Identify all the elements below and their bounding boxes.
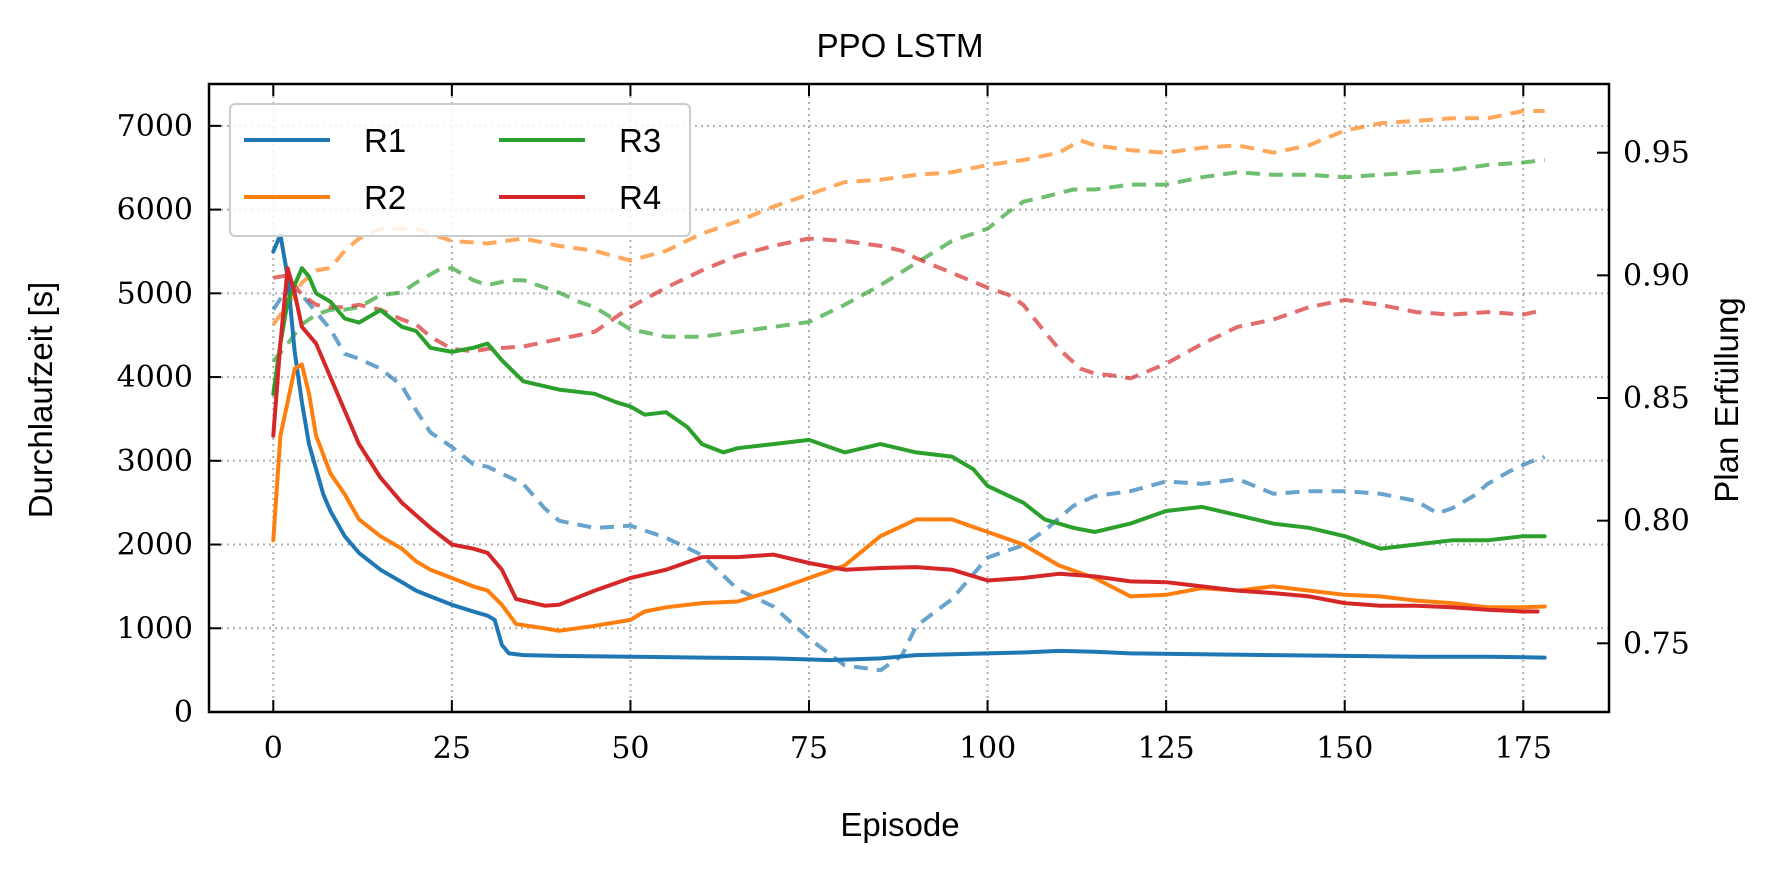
series-line-dashed-3: [271, 158, 1545, 363]
legend-label-r1: R1: [364, 122, 406, 159]
y-tick-label-right: 0.80: [1623, 504, 1690, 539]
legend-box: [229, 103, 691, 237]
y-axis-label-left: Durchlaufzeit [s]: [22, 282, 59, 519]
legend-label-r3: R3: [619, 122, 661, 159]
x-tick-label: 75: [790, 731, 828, 766]
y-tick-label-left: 5000: [117, 276, 193, 311]
y-tick-label-left: 1000: [117, 611, 193, 646]
series-line-r3: [271, 266, 1547, 551]
series-line-dashed-1: [271, 285, 1546, 673]
y-axis-label-right: Plan Erfüllung: [1708, 297, 1745, 502]
y-tick-label-left: 4000: [117, 360, 193, 395]
y-tick-label-right: 0.90: [1623, 258, 1690, 293]
legend-label-r4: R4: [619, 179, 661, 216]
x-tick-label: 100: [959, 731, 1016, 766]
y-tick-label-right: 0.95: [1623, 136, 1690, 171]
axis-ticks: 0 25 50 75 100 125 150 175 0 1000 2000 3000 4000 5000…: [117, 84, 1690, 766]
x-axis-label: Episode: [840, 806, 959, 843]
series-line-r2: [271, 362, 1547, 633]
y-tick-label-left: 0: [174, 695, 193, 730]
y-tick-label-left: 3000: [117, 444, 193, 479]
legend: R1 R2 R3 R4: [229, 103, 691, 237]
x-tick-label: 25: [433, 731, 471, 766]
y-tick-label-left: 6000: [117, 193, 193, 228]
y-tick-label-right: 0.85: [1623, 381, 1690, 416]
series-line-dashed-4: [272, 236, 1546, 381]
chart-title: PPO LSTM: [817, 27, 984, 64]
legend-label-r2: R2: [364, 179, 406, 216]
y-tick-label-left: 2000: [117, 528, 193, 563]
x-tick-label: 125: [1138, 731, 1195, 766]
series-line-r4: [271, 266, 1540, 614]
x-tick-label: 0: [264, 731, 283, 766]
y-tick-label-right: 0.75: [1623, 626, 1690, 661]
x-tick-label: 150: [1316, 731, 1373, 766]
series-line-r1: [271, 232, 1547, 663]
y-tick-label-left: 7000: [117, 109, 193, 144]
x-tick-label: 50: [611, 731, 649, 766]
x-tick-label: 175: [1495, 731, 1552, 766]
